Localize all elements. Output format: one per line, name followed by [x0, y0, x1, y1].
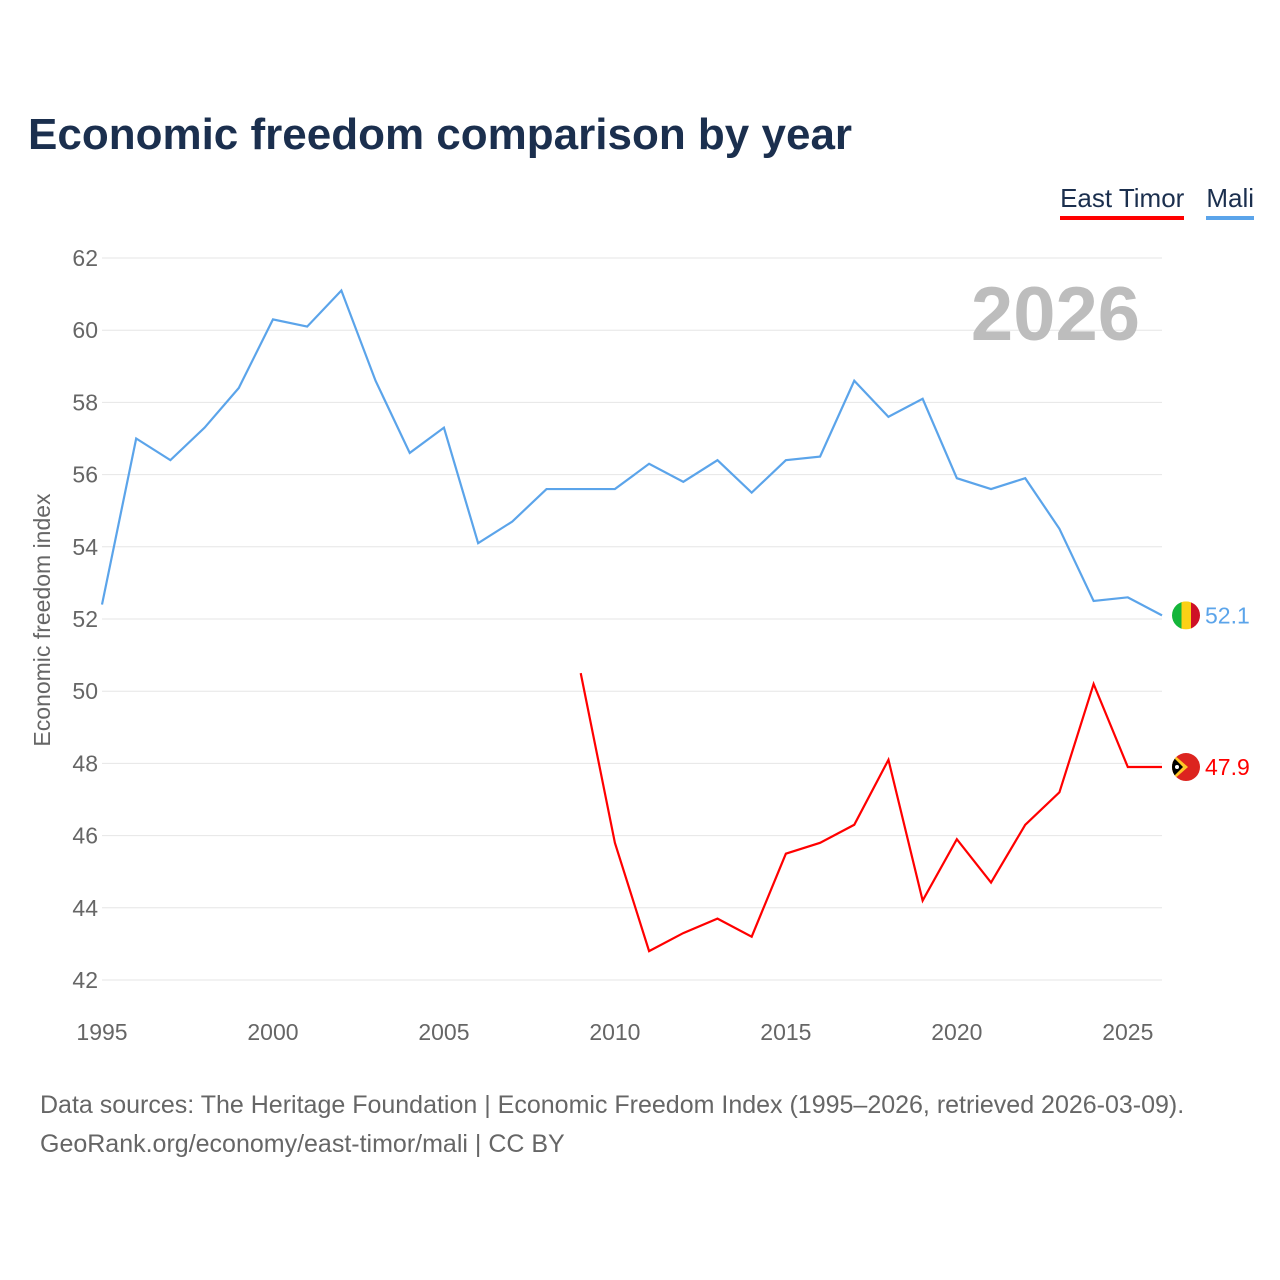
y-tick-label: 42: [72, 967, 98, 993]
data-point: [680, 479, 686, 485]
x-tick-label: 2025: [1102, 1019, 1153, 1045]
y-axis-label: Economic freedom index: [29, 493, 55, 747]
data-point: [612, 840, 618, 846]
y-tick-label: 46: [72, 823, 98, 849]
y-tick-label: 52: [72, 606, 98, 632]
x-tick-label: 2010: [589, 1019, 640, 1045]
data-point: [1022, 475, 1028, 481]
footer: Data sources: The Heritage Foundation | …: [40, 1086, 1184, 1164]
attribution-text: GeoRank.org/economy/east-timor/mali | CC…: [40, 1130, 565, 1158]
data-point: [885, 757, 891, 763]
y-tick-label: 56: [72, 462, 98, 488]
data-point: [1125, 594, 1131, 600]
end-value-label: 52.1: [1205, 602, 1250, 628]
data-point: [509, 519, 515, 525]
data-point: [1056, 789, 1062, 795]
end-value-label: 47.9: [1205, 754, 1250, 780]
x-tick-label: 2005: [418, 1019, 469, 1045]
data-point: [304, 324, 310, 330]
data-point: [851, 822, 857, 828]
legend-mali[interactable]: Mali: [1206, 183, 1254, 220]
data-point: [920, 396, 926, 402]
data-point: [817, 454, 823, 460]
data-point: [475, 540, 481, 546]
chart-title: Economic freedom comparison by year: [28, 110, 853, 159]
data-point: [680, 930, 686, 936]
data-point: [133, 436, 139, 442]
series-line-mali: [100, 288, 1163, 617]
data-point: [578, 670, 584, 676]
y-tick-label: 58: [72, 389, 98, 415]
data-point: [1056, 526, 1062, 532]
data-point: [920, 898, 926, 904]
mali-flag-icon: [1172, 601, 1200, 630]
y-tick-label: 48: [72, 750, 98, 776]
data-point: [783, 851, 789, 857]
data-point: [1091, 681, 1097, 687]
y-tick-label: 44: [72, 895, 98, 921]
data-point: [954, 475, 960, 481]
data-point: [202, 425, 208, 431]
data-point: [646, 948, 652, 954]
data-point: [817, 840, 823, 846]
data-point: [783, 457, 789, 463]
data-point: [749, 934, 755, 940]
data-point: [612, 486, 618, 492]
y-tick-label: 54: [72, 534, 98, 560]
data-point: [1091, 598, 1097, 604]
data-point: [236, 385, 242, 391]
data-point: [714, 457, 720, 463]
source-text: Data sources: The Heritage Foundation | …: [40, 1091, 1185, 1119]
data-point: [373, 378, 379, 384]
x-tick-label: 1995: [76, 1019, 127, 1045]
data-point: [1125, 764, 1131, 770]
data-point: [167, 457, 173, 463]
legend-east-timor[interactable]: East Timor: [1060, 183, 1185, 220]
data-point: [407, 450, 413, 456]
data-point: [270, 316, 276, 322]
data-point: [988, 880, 994, 886]
data-point: [1022, 822, 1028, 828]
data-point: [954, 836, 960, 842]
data-point: [99, 602, 105, 608]
data-point: [714, 916, 720, 922]
data-point: [441, 425, 447, 431]
data-point: [988, 486, 994, 492]
data-point: [851, 378, 857, 384]
year-watermark: 2026: [971, 272, 1140, 357]
y-tick-label: 50: [72, 678, 98, 704]
data-point: [578, 486, 584, 492]
x-tick-label: 2000: [247, 1019, 298, 1045]
legend: East Timor Mali: [1060, 183, 1254, 220]
data-point: [338, 287, 344, 293]
data-point: [1159, 764, 1165, 770]
x-tick-label: 2015: [760, 1019, 811, 1045]
series-line-east-timor: [579, 672, 1162, 953]
y-tick-label: 60: [72, 317, 98, 343]
data-point: [544, 486, 550, 492]
y-tick-label: 62: [72, 245, 98, 271]
data-point: [885, 414, 891, 420]
east-timor-flag-icon: [1172, 753, 1200, 782]
data-point: [1159, 612, 1165, 618]
data-point: [646, 461, 652, 467]
data-point: [749, 490, 755, 496]
x-tick-label: 2020: [931, 1019, 982, 1045]
